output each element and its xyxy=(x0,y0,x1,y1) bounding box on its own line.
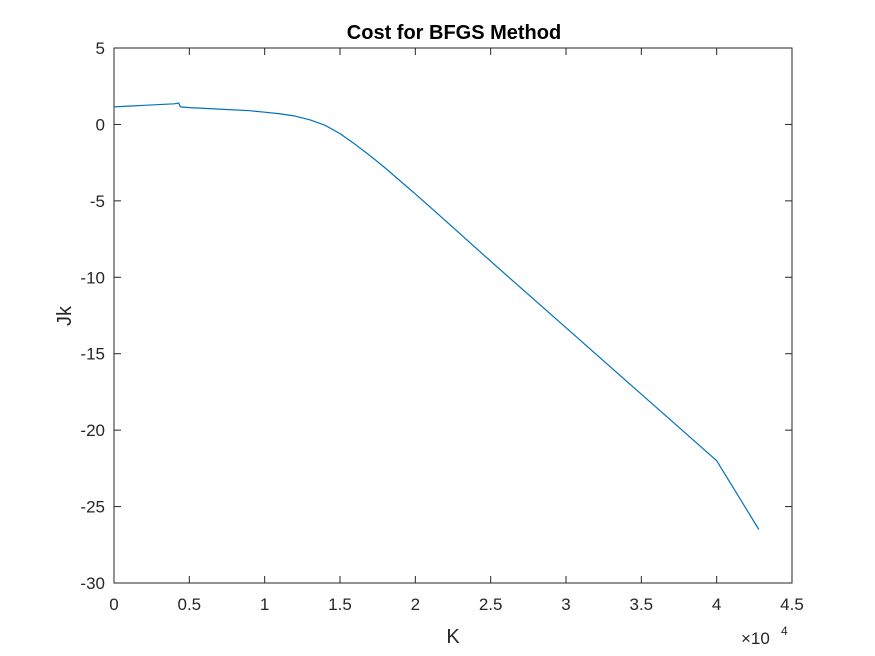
series-group xyxy=(113,102,760,530)
x-tick-label: 2.5 xyxy=(479,595,503,614)
y-tick-label: -20 xyxy=(80,421,105,440)
x-tick-label: 1.5 xyxy=(328,595,352,614)
y-tick-label: -25 xyxy=(80,498,105,517)
y-tick-label: 5 xyxy=(96,39,105,58)
x-tick-label: 0.5 xyxy=(178,595,202,614)
y-tick-label: -10 xyxy=(80,268,105,287)
y-tick-label: -15 xyxy=(80,345,105,364)
x-tick-label: 4 xyxy=(712,595,721,614)
x-tick-label: 0 xyxy=(109,595,118,614)
x-tick-label: 4.5 xyxy=(780,595,804,614)
x-tick-label: 1 xyxy=(260,595,269,614)
plot-area-box xyxy=(113,47,793,584)
x-tick-label: 3.5 xyxy=(630,595,654,614)
x-exponent-power: 4 xyxy=(781,624,788,638)
y-axis-ticks: 5 0 -5 -10 -15 -20 -25 -30 xyxy=(80,39,792,593)
x-tick-label: 2 xyxy=(411,595,420,614)
x-axis-ticks: 0 0.5 1 1.5 2 2.5 3 3.5 4 4.5 xyxy=(109,48,804,614)
y-axis-label: Jk xyxy=(54,305,76,326)
x-exponent-base: ×10 xyxy=(741,629,770,648)
y-tick-label: 0 xyxy=(96,115,105,134)
chart-title: Cost for BFGS Method xyxy=(347,22,561,44)
x-tick-label: 3 xyxy=(561,595,570,614)
y-tick-label: -5 xyxy=(90,192,105,211)
series-line xyxy=(113,102,760,530)
y-tick-label: -30 xyxy=(80,574,105,593)
x-axis-label: K xyxy=(446,626,460,648)
